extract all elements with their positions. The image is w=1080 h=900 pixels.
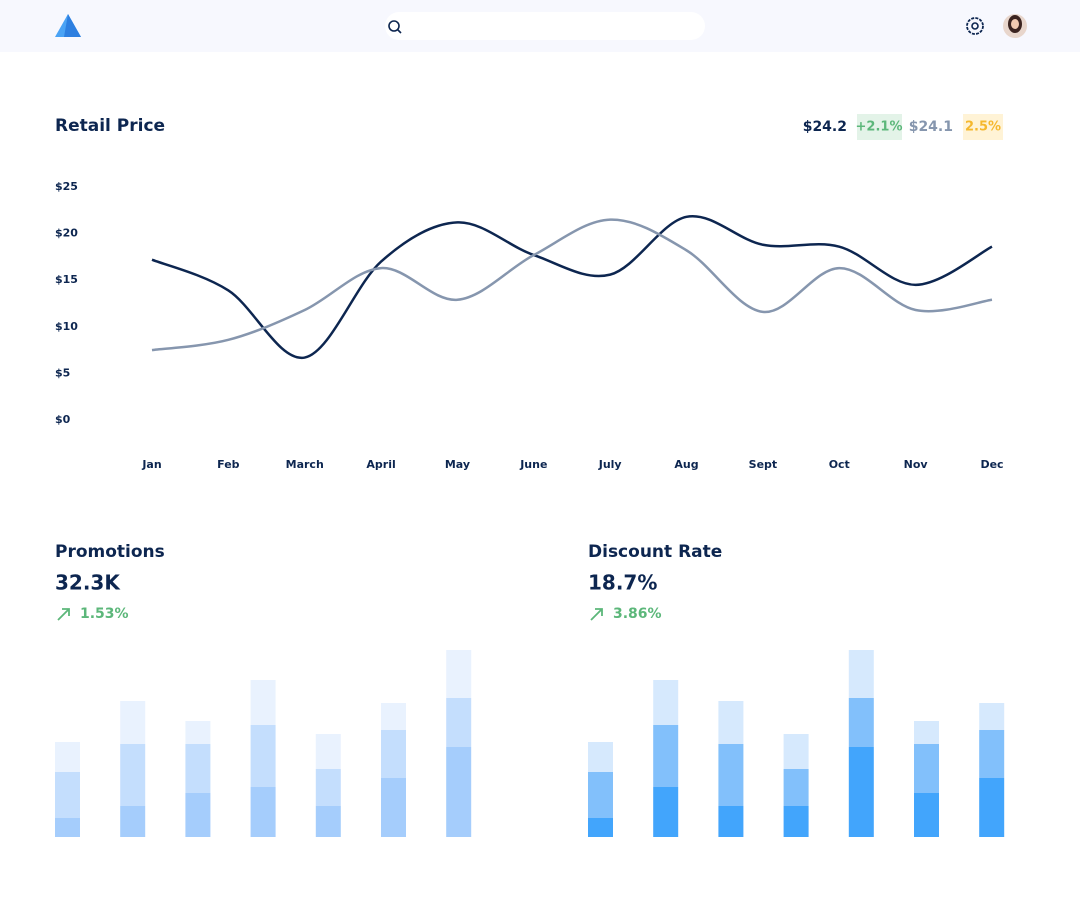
x-tick-label: April <box>366 458 395 471</box>
bar-segment <box>120 701 146 744</box>
x-tick-label: June <box>519 458 547 471</box>
x-tick-label: Nov <box>904 458 929 471</box>
legend-change: +2.1% <box>856 120 903 135</box>
up-arrow <box>590 608 603 621</box>
bar-segment <box>381 778 406 837</box>
logo[interactable] <box>55 14 81 37</box>
kpi-change: 3.86% <box>613 606 662 622</box>
bar-segment <box>979 730 1005 778</box>
bar-segment <box>446 698 472 747</box>
x-tick-label: July <box>598 458 622 471</box>
kpi-total: 32.3K <box>55 571 121 595</box>
chart-title: Discount Rate <box>588 542 722 562</box>
bar-segment <box>250 787 276 837</box>
bar-segment <box>55 772 80 818</box>
bar-segment <box>914 793 939 837</box>
avatar-face <box>1011 19 1019 29</box>
bar-segment <box>783 769 809 806</box>
bar-segment <box>718 701 744 744</box>
legend-badge <box>963 114 1003 140</box>
legend-change: 2.5% <box>965 120 1001 135</box>
x-tick-label: Dec <box>980 458 1003 471</box>
bar-segment <box>588 772 613 818</box>
legend-value: $24.2 <box>803 119 847 135</box>
chart-title: Promotions <box>55 542 165 562</box>
bar-segment <box>848 698 874 747</box>
chart-title: Retail Price <box>55 116 165 136</box>
bar-segment <box>185 793 211 837</box>
price-line <box>151 215 993 359</box>
x-tick-label: Oct <box>829 458 850 471</box>
gear <box>966 17 984 35</box>
bar-segment <box>783 734 809 769</box>
x-tick-label: May <box>445 458 470 471</box>
bar-segment <box>446 747 472 837</box>
search-icon <box>388 20 400 32</box>
kpi-total: 18.7% <box>588 571 657 595</box>
x-tick-label: Sept <box>749 458 778 471</box>
bar-segment <box>185 721 211 744</box>
x-tick-label: Feb <box>217 458 240 471</box>
x-tick-label: March <box>286 458 324 471</box>
bar-segment <box>979 778 1005 837</box>
bar-segment <box>588 818 613 837</box>
y-tick-label: $10 <box>55 320 78 333</box>
search-box[interactable] <box>385 12 705 40</box>
bar-segment <box>250 725 276 787</box>
bar-segment <box>120 744 146 806</box>
bar-segment <box>718 806 744 837</box>
legend-badge <box>857 114 902 140</box>
legend-value: $24.1 <box>909 119 953 135</box>
bar-segment <box>848 747 874 837</box>
bar-segment <box>979 703 1005 730</box>
avatar[interactable] <box>1003 14 1027 38</box>
price-line <box>151 218 993 352</box>
bar-segment <box>381 703 406 730</box>
y-tick-label: $25 <box>55 180 78 193</box>
y-tick-label: $5 <box>55 366 70 379</box>
bar-segment <box>914 744 939 793</box>
bar-segment <box>315 806 341 837</box>
bar-segment <box>653 680 679 725</box>
y-tick-label: $20 <box>55 227 78 240</box>
bar-segment <box>653 787 679 837</box>
bar-segment <box>848 650 874 698</box>
up-arrow <box>57 608 70 621</box>
bar-segment <box>381 730 406 778</box>
y-tick-label: $15 <box>55 273 78 286</box>
bar-segment <box>914 721 939 744</box>
bar-segment <box>315 769 341 806</box>
x-tick-label: Jan <box>141 458 161 471</box>
settings-icon[interactable] <box>966 17 984 35</box>
bar-segment <box>588 742 613 772</box>
bar-segment <box>120 806 146 837</box>
bar-segment <box>446 650 472 698</box>
x-tick-label: Aug <box>674 458 698 471</box>
y-tick-label: $0 <box>55 413 71 426</box>
bar-segment <box>315 734 341 769</box>
gear-hub <box>971 22 979 30</box>
bar-segment <box>250 680 276 725</box>
logo-shape <box>64 14 81 37</box>
bar-segment <box>783 806 809 837</box>
bar-segment <box>55 742 80 772</box>
search-icon <box>397 29 402 34</box>
kpi-change: 1.53% <box>80 606 129 622</box>
bar-segment <box>653 725 679 787</box>
bar-segment <box>718 744 744 806</box>
bar-segment <box>55 818 80 837</box>
bar-segment <box>185 744 211 793</box>
